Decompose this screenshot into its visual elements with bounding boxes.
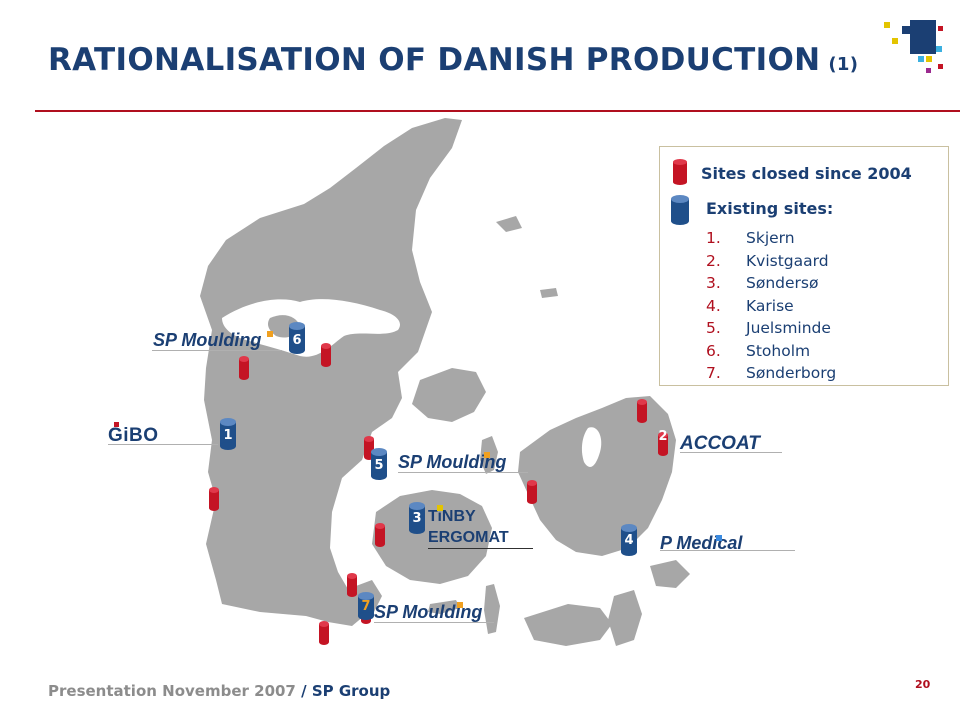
list-item: 3. Søndersø	[706, 274, 819, 292]
jutland-land	[200, 118, 462, 626]
brand-underline	[428, 548, 533, 549]
closed-site-marker	[321, 343, 331, 367]
logo-accent-square	[267, 331, 273, 337]
legend-existing-label: Existing sites:	[706, 199, 834, 218]
list-item: 4. Karise	[706, 296, 794, 315]
site-number-6: 6	[292, 333, 302, 348]
closed-site-cylinder-icon	[673, 159, 687, 185]
djursland	[412, 368, 486, 422]
footer-separator: /	[295, 682, 312, 700]
page-title: RATIONALISATION OF DANISH PRODUCTION (1)	[48, 42, 858, 78]
langeland-island	[484, 584, 500, 634]
isefjord-water	[581, 427, 602, 467]
legend-box: Sites closed since 2004 Existing sites: …	[659, 146, 949, 386]
list-item: 7. Sønderborg	[706, 364, 837, 382]
title-suffix: (1)	[828, 54, 859, 75]
closed-site-marker	[347, 573, 357, 597]
site-number-2: 2	[658, 429, 668, 444]
closed-site-marker	[527, 480, 537, 504]
aero-island	[428, 600, 460, 614]
logo-accent-square	[484, 452, 490, 458]
logo-accent-square	[114, 422, 119, 427]
existing-site-cylinder-icon	[671, 195, 689, 225]
site-number-1: 1	[223, 428, 233, 443]
brand-underline	[108, 444, 218, 445]
limfjord-water	[222, 299, 400, 357]
list-item: 1. Skjern	[706, 229, 795, 247]
accoat-logo: ACCOAT	[680, 433, 760, 454]
brand-underline	[660, 550, 795, 551]
existing-site-marker	[220, 418, 236, 450]
gibo-logo: GiBO	[108, 425, 159, 446]
closed-site-marker	[319, 621, 329, 645]
existing-site-marker	[289, 322, 305, 354]
brand-underline	[680, 452, 782, 453]
site-number-5: 5	[374, 458, 384, 473]
brand-underline	[374, 622, 494, 623]
closed-site-marker	[209, 487, 219, 511]
closed-site-marker	[239, 356, 249, 380]
brand-underline	[398, 472, 528, 473]
closed-site-marker	[658, 432, 668, 456]
existing-site-marker	[621, 524, 637, 556]
lolland-island	[524, 604, 612, 646]
existing-site-marker	[358, 592, 374, 620]
title-divider	[35, 110, 960, 112]
existing-site-marker	[409, 502, 425, 534]
footer-company: SP Group	[311, 682, 391, 700]
logo-accent-square	[437, 505, 443, 511]
funen-island	[372, 490, 492, 584]
sp-moulding-logo-5: SP Moulding	[398, 452, 507, 472]
closed-site-marker	[375, 523, 385, 547]
ergomat-logo: ERGOMAT	[428, 529, 509, 546]
site-number-4: 4	[624, 533, 634, 548]
title-text: RATIONALISATION OF DANISH PRODUCTION	[48, 42, 821, 78]
mon-island	[650, 560, 690, 588]
brand-underline	[152, 350, 282, 351]
falster-island	[608, 590, 642, 646]
list-item: 2. Kvistgaard	[706, 251, 829, 270]
sp-moulding-logo-6: SP Moulding	[153, 330, 262, 350]
laeso-island	[496, 216, 522, 232]
logo-accent-square	[716, 535, 722, 541]
site-number-3: 3	[412, 511, 422, 526]
existing-site-marker	[371, 448, 387, 480]
tinby-logo: TiNBY	[428, 508, 476, 525]
legend-closed-label: Sites closed since 2004	[701, 164, 912, 183]
company-pixel-logo	[884, 20, 943, 73]
logo-accent-square	[457, 602, 463, 608]
page-number: 20	[915, 678, 931, 691]
sp-medical-logo: P Medical	[660, 533, 743, 553]
zealand-island	[518, 396, 676, 556]
list-item: 6. Stoholm	[706, 341, 811, 360]
sp-moulding-logo-7: SP Moulding	[374, 602, 483, 622]
list-item: 5. Juelsminde	[706, 319, 831, 337]
site-number-7: 7	[361, 599, 371, 614]
footer-presentation: Presentation November 2007	[48, 682, 296, 700]
closed-site-marker	[637, 399, 647, 423]
anholt-island	[540, 288, 558, 298]
footer: Presentation November 2007 / SP Group	[48, 682, 390, 700]
existing-sites-list: 1. Skjern 2. Kvistgaard 3. Søndersø 4. Karis…	[706, 227, 836, 385]
